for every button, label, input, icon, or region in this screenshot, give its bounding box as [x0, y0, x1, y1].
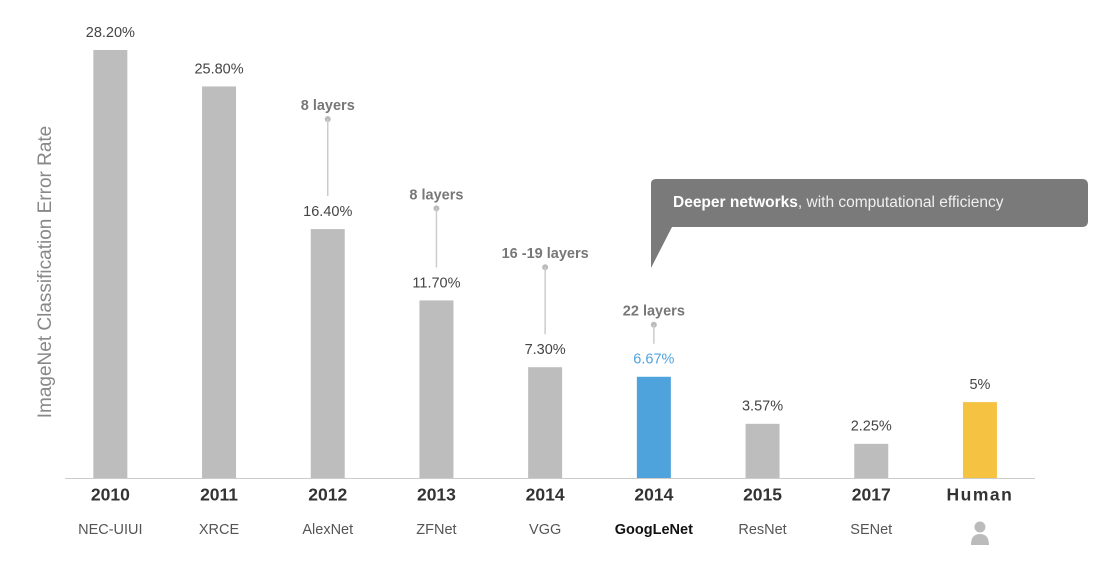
callout-text: Deeper networks, with computational effi… — [673, 194, 1004, 211]
model-name: AlexNet — [302, 522, 353, 538]
x-tick-label: 2017 — [852, 485, 891, 505]
layer-label: 8 layers — [301, 98, 355, 114]
model-name: XRCE — [199, 522, 240, 538]
human-icon-head — [974, 521, 986, 533]
x-tick-label: 2010 — [91, 485, 130, 505]
bar — [93, 50, 128, 478]
human-icon-body — [970, 534, 989, 545]
bar — [202, 86, 237, 478]
model-name: GoogLeNet — [615, 522, 693, 538]
value-label: 3.57% — [742, 399, 783, 415]
value-label: 7.30% — [525, 342, 566, 358]
bar — [636, 376, 671, 478]
x-tick-label: Human — [947, 485, 1014, 505]
callout-bold: Deeper networks — [673, 194, 798, 211]
layer-label: 16 -19 layers — [502, 246, 589, 262]
model-name: SENet — [850, 522, 892, 538]
model-name: VGG — [529, 522, 561, 538]
value-label: 5% — [969, 377, 990, 393]
value-label: 6.67% — [633, 352, 674, 368]
value-label: 25.80% — [194, 61, 243, 77]
value-label: 16.40% — [303, 204, 352, 220]
x-tick-label: 2011 — [200, 485, 238, 505]
x-tick-label: 2015 — [743, 485, 782, 505]
value-label: 28.20% — [86, 25, 135, 41]
model-name: ZFNet — [416, 522, 456, 538]
callout-rest: , with computational efficiency — [798, 194, 1004, 211]
x-tick-label: 2014 — [526, 485, 565, 505]
bar — [854, 443, 889, 478]
x-tick-label: 2013 — [417, 485, 456, 505]
y-axis-label: ImageNet Classification Error Rate — [35, 126, 56, 419]
x-tick-label: 2014 — [634, 485, 673, 505]
model-name: NEC-UIUI — [78, 522, 142, 538]
bar — [419, 300, 454, 478]
x-tick-label: 2012 — [308, 485, 347, 505]
value-label: 11.70% — [412, 275, 460, 291]
layer-label: 8 layers — [409, 187, 463, 203]
value-label: 2.25% — [851, 419, 892, 435]
bar — [745, 423, 780, 478]
callout-box — [651, 179, 1088, 268]
model-name: ResNet — [738, 522, 786, 538]
bar — [310, 229, 345, 478]
bar — [962, 402, 997, 478]
callout: Deeper networks, with computational effi… — [651, 179, 1088, 268]
bar — [528, 367, 563, 478]
layer-label: 22 layers — [623, 304, 685, 320]
